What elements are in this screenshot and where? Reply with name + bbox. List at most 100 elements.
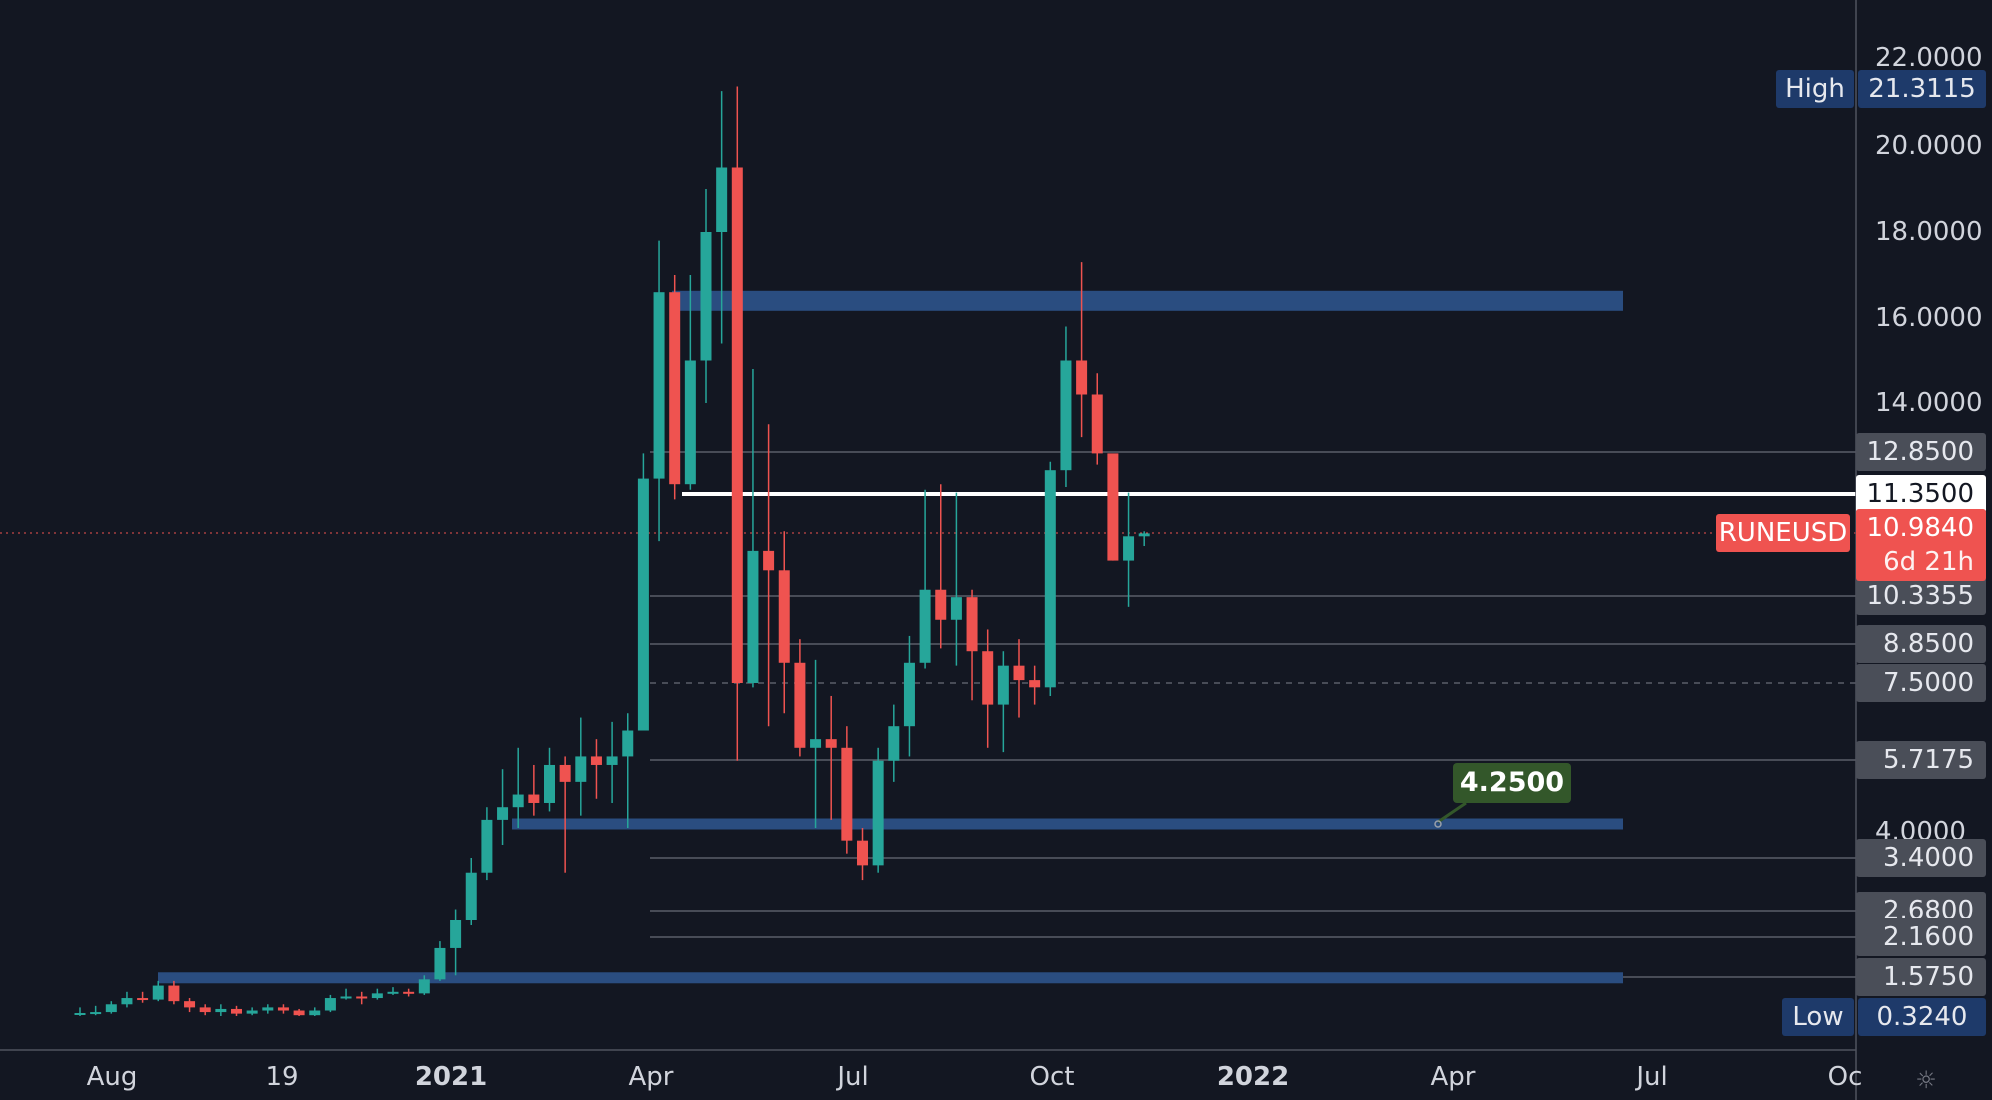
bearish-candle xyxy=(277,1007,289,1011)
x-tick-label: 2022 xyxy=(1216,1062,1290,1092)
bearish-candle xyxy=(1107,453,1119,561)
support-resistance-zone xyxy=(512,818,1623,830)
bullish-candle xyxy=(512,794,524,808)
level-price-label: 1.5750 xyxy=(1856,958,1986,996)
bullish-candle xyxy=(371,993,383,999)
bearish-candle xyxy=(137,998,149,1001)
bullish-candle xyxy=(888,726,900,761)
level-price-label: 12.8500 xyxy=(1856,433,1986,471)
bearish-candle xyxy=(231,1008,242,1014)
bullish-candle xyxy=(324,998,336,1011)
bearish-candle xyxy=(1029,680,1041,688)
level-price-label: 7.5000 xyxy=(1856,664,1986,702)
x-tick-label: Oct xyxy=(1029,1062,1075,1092)
bullish-candle xyxy=(465,872,477,920)
bullish-candle xyxy=(1138,533,1150,537)
x-tick-label: Aug xyxy=(86,1062,138,1092)
low-tag: Low xyxy=(1782,998,1854,1036)
y-tick-label: 20.0000 xyxy=(1875,131,1983,161)
bearish-candle xyxy=(669,292,681,485)
bullish-candle xyxy=(575,756,587,782)
high-value: 21.3115 xyxy=(1858,70,1986,108)
bullish-candle xyxy=(637,478,649,731)
price-annotation-label[interactable]: 4.2500 xyxy=(1453,763,1571,803)
y-tick-label: 18.0000 xyxy=(1875,217,1983,247)
level-price-label: 5.7175 xyxy=(1856,741,1986,779)
symbol-label: RUNEUSD xyxy=(1716,514,1850,552)
x-tick-label: Jul xyxy=(1636,1062,1668,1092)
y-tick-label: 16.0000 xyxy=(1875,303,1983,333)
highlight-level-label: 11.3500 xyxy=(1856,475,1986,513)
bullish-candle xyxy=(418,979,430,994)
bearish-candle xyxy=(1013,665,1025,681)
bearish-candle xyxy=(168,985,180,1002)
bullish-candle xyxy=(246,1010,258,1014)
bullish-candle xyxy=(622,730,634,757)
bullish-candle xyxy=(497,807,509,820)
bar-countdown: 6d 21h xyxy=(1883,547,1974,577)
bearish-candle xyxy=(825,739,837,748)
bullish-candle xyxy=(1123,536,1135,561)
bullish-candle xyxy=(919,589,931,663)
level-price-label: 3.4000 xyxy=(1856,839,1986,877)
level-price-label: 8.8500 xyxy=(1856,625,1986,663)
bearish-candle xyxy=(356,996,368,999)
bearish-candle xyxy=(794,662,806,748)
x-tick-label: Apr xyxy=(1430,1062,1476,1092)
level-price-label: 10.3355 xyxy=(1856,577,1986,615)
bullish-candle xyxy=(606,756,618,765)
bullish-candle xyxy=(434,947,446,980)
bearish-candle xyxy=(403,991,415,994)
bearish-candle xyxy=(966,597,978,652)
y-tick-label: 22.0000 xyxy=(1875,43,1983,73)
bullish-candle xyxy=(481,819,493,873)
y-tick-label: 14.0000 xyxy=(1875,388,1983,418)
bearish-candle xyxy=(935,589,947,620)
bearish-candle xyxy=(590,756,602,765)
bullish-candle xyxy=(903,662,915,727)
bullish-candle xyxy=(747,550,759,683)
x-tick-label: Jul xyxy=(837,1062,869,1092)
bullish-candle xyxy=(872,760,884,866)
bearish-candle xyxy=(559,764,571,782)
high-tag: High xyxy=(1776,70,1854,108)
bearish-candle xyxy=(293,1010,305,1016)
bullish-candle xyxy=(121,998,133,1005)
x-tick-label: 2021 xyxy=(414,1062,488,1092)
bearish-candle xyxy=(857,840,868,866)
bullish-candle xyxy=(309,1010,321,1016)
bullish-candle xyxy=(90,1012,102,1015)
bearish-candle xyxy=(199,1007,211,1013)
bullish-candle xyxy=(262,1007,274,1011)
bullish-candle xyxy=(340,996,352,999)
bullish-candle xyxy=(215,1008,227,1013)
low-value: 0.3240 xyxy=(1858,998,1986,1036)
bullish-candle xyxy=(950,597,962,620)
bullish-candle xyxy=(74,1013,86,1016)
annotation-anchor-point xyxy=(1434,820,1442,828)
last-price-box: 10.9840 6d 21h xyxy=(1856,509,1986,581)
bearish-candle xyxy=(1076,360,1088,395)
bullish-candle xyxy=(684,360,696,485)
x-tick-label: Oc xyxy=(1827,1062,1863,1092)
bullish-candle xyxy=(997,665,1009,705)
level-price-label: 2.1600 xyxy=(1856,918,1986,956)
settings-gear-icon[interactable]: ☼ xyxy=(1915,1066,1937,1094)
bullish-candle xyxy=(152,985,164,1000)
bullish-candle xyxy=(1060,360,1072,471)
bullish-candle xyxy=(105,1004,117,1013)
bullish-candle xyxy=(716,167,728,232)
bullish-candle xyxy=(810,739,822,748)
bearish-candle xyxy=(982,651,994,705)
support-resistance-zone xyxy=(158,972,1623,984)
bearish-candle xyxy=(778,570,790,663)
bearish-candle xyxy=(763,550,775,571)
annotation-pointer xyxy=(1437,801,1467,824)
bearish-candle xyxy=(1091,394,1103,454)
support-resistance-zone xyxy=(672,290,1623,311)
bearish-candle xyxy=(841,747,853,841)
bullish-candle xyxy=(1044,470,1056,688)
last-price-value: 10.9840 xyxy=(1866,513,1974,543)
bearish-candle xyxy=(731,167,743,683)
